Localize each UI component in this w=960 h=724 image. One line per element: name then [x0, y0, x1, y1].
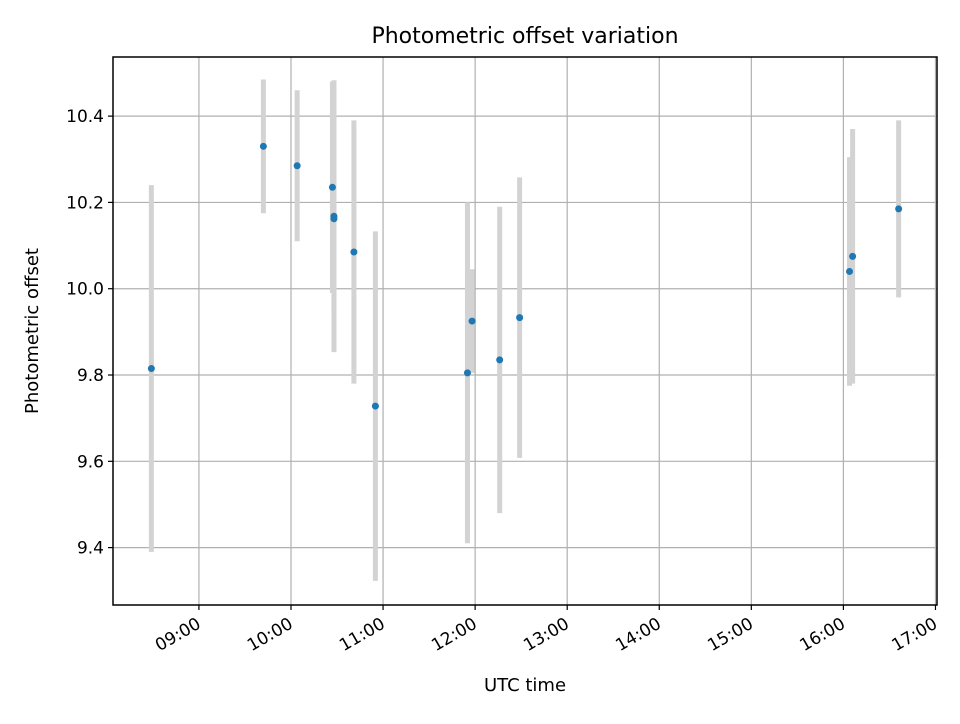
- data-point: [328, 183, 336, 191]
- chart-title: Photometric offset variation: [371, 24, 678, 49]
- y-tick-label: 10.4: [66, 107, 104, 127]
- y-axis-ticks: 9.4 9.6 9.8 10.0 10.2 10.4: [66, 107, 113, 559]
- data-point: [895, 205, 903, 213]
- y-tick-label: 9.8: [77, 366, 104, 386]
- data-point: [293, 162, 301, 170]
- y-axis-label: Photometric offset: [22, 248, 43, 414]
- data-point: [350, 248, 358, 256]
- data-point: [846, 267, 854, 275]
- data-point: [371, 402, 379, 410]
- y-tick-label: 10.0: [66, 280, 104, 300]
- grid-lines: [113, 57, 937, 605]
- data-point: [516, 314, 524, 322]
- y-tick-label: 9.6: [77, 452, 104, 472]
- data-point: [259, 142, 267, 150]
- data-point: [463, 369, 471, 377]
- data-point: [849, 252, 857, 260]
- data-point: [496, 356, 504, 364]
- data-point: [147, 365, 155, 373]
- y-tick-label: 10.2: [66, 193, 104, 213]
- data-point: [468, 317, 476, 325]
- y-tick-label: 9.4: [77, 539, 104, 559]
- plot-frame: [112, 56, 938, 606]
- x-axis-label: UTC time: [484, 675, 566, 696]
- data-points: [147, 142, 903, 410]
- data-point: [330, 215, 338, 223]
